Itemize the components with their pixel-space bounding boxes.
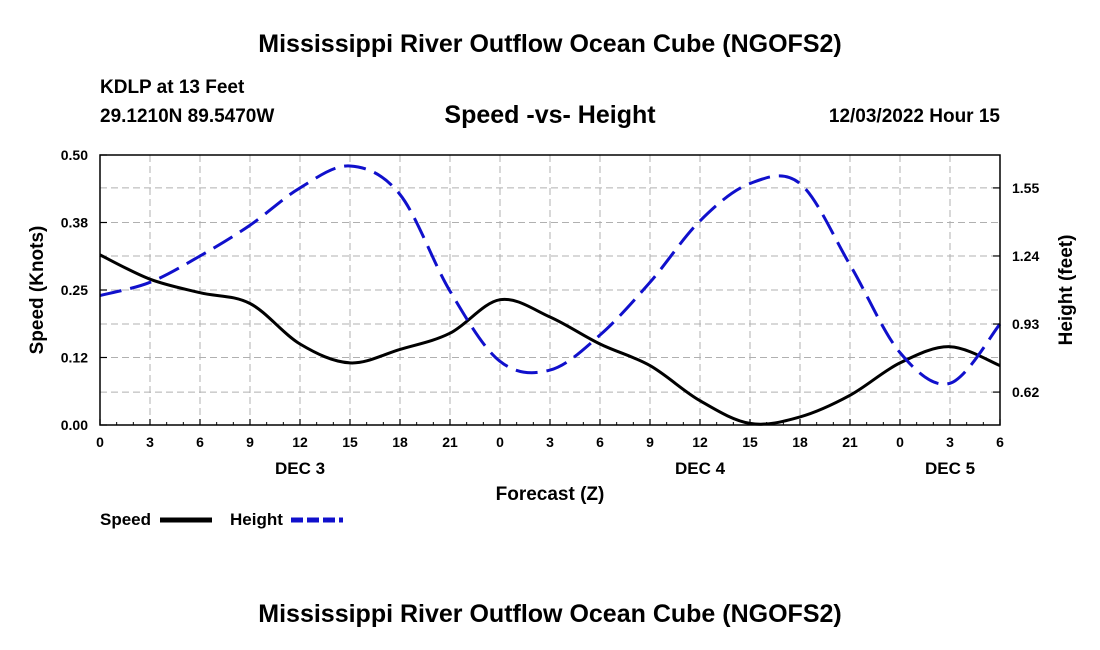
x-tick-label: 3 — [146, 434, 154, 450]
footer-title: Mississippi River Outflow Ocean Cube (NG… — [258, 600, 842, 628]
y-axis-title: Speed (Knots) — [27, 226, 48, 355]
legend-height-label: Height — [230, 510, 283, 529]
x-tick-label: 18 — [792, 434, 808, 450]
x-tick-label: 9 — [246, 434, 254, 450]
day-label: DEC 4 — [675, 459, 726, 478]
y-tick-label: 0.25 — [61, 282, 88, 298]
y2-tick-label: 0.62 — [1012, 384, 1039, 400]
y2-tick-label: 1.24 — [1012, 248, 1039, 264]
x-tick-label: 6 — [596, 434, 604, 450]
x-tick-label: 0 — [496, 434, 504, 450]
day-labels: DEC 3 DEC 4 DEC 5 — [275, 459, 975, 478]
x-tick-label: 9 — [646, 434, 654, 450]
day-label: DEC 5 — [925, 459, 975, 478]
legend: Speed Height — [100, 510, 343, 529]
x-tick-label: 15 — [742, 434, 758, 450]
y2-tick-label: 0.93 — [1012, 316, 1039, 332]
chart-subtitle: Speed -vs- Height — [444, 101, 656, 129]
station-label: KDLP at 13 Feet — [100, 77, 245, 98]
x-tick-label: 21 — [442, 434, 458, 450]
series-line-speed — [99, 253, 1001, 426]
chart-main-title: Mississippi River Outflow Ocean Cube (NG… — [258, 30, 842, 58]
x-tick-label: 18 — [392, 434, 408, 450]
x-axis-ticks: 0 3 6 9 12 15 18 21 0 3 6 9 12 15 18 21 0 3 6 — [96, 419, 1004, 450]
y-tick-label: 0.12 — [61, 350, 88, 366]
y-tick-label: 0.00 — [61, 417, 88, 433]
x-tick-label: 3 — [546, 434, 554, 450]
y-tick-label: 0.38 — [61, 215, 88, 231]
x-tick-label: 12 — [692, 434, 708, 450]
x-tick-label: 6 — [196, 434, 204, 450]
legend-speed-label: Speed — [100, 510, 151, 529]
x-axis-title: Forecast (Z) — [496, 484, 605, 505]
y2-axis-ticks: 0.62 0.93 1.24 1.55 — [993, 180, 1039, 400]
y-axis-ticks: 0.00 0.12 0.25 0.38 0.50 — [61, 147, 107, 433]
y-tick-label: 0.50 — [61, 147, 88, 163]
x-tick-label: 0 — [896, 434, 904, 450]
x-tick-label: 6 — [996, 434, 1004, 450]
coordinates-label: 29.1210N 89.5470W — [100, 106, 275, 127]
x-tick-label: 15 — [342, 434, 358, 450]
chart-series — [99, 164, 1002, 426]
y2-tick-label: 1.55 — [1012, 180, 1039, 196]
x-tick-label: 12 — [292, 434, 308, 450]
series-line-height — [99, 164, 1002, 386]
chart-grid — [100, 154, 1000, 425]
x-tick-label: 3 — [946, 434, 954, 450]
day-label: DEC 3 — [275, 459, 325, 478]
x-tick-label: 21 — [842, 434, 858, 450]
forecast-datetime: 12/03/2022 Hour 15 — [828, 106, 1000, 127]
x-tick-label: 0 — [96, 434, 104, 450]
y2-axis-title: Height (feet) — [1056, 235, 1077, 346]
